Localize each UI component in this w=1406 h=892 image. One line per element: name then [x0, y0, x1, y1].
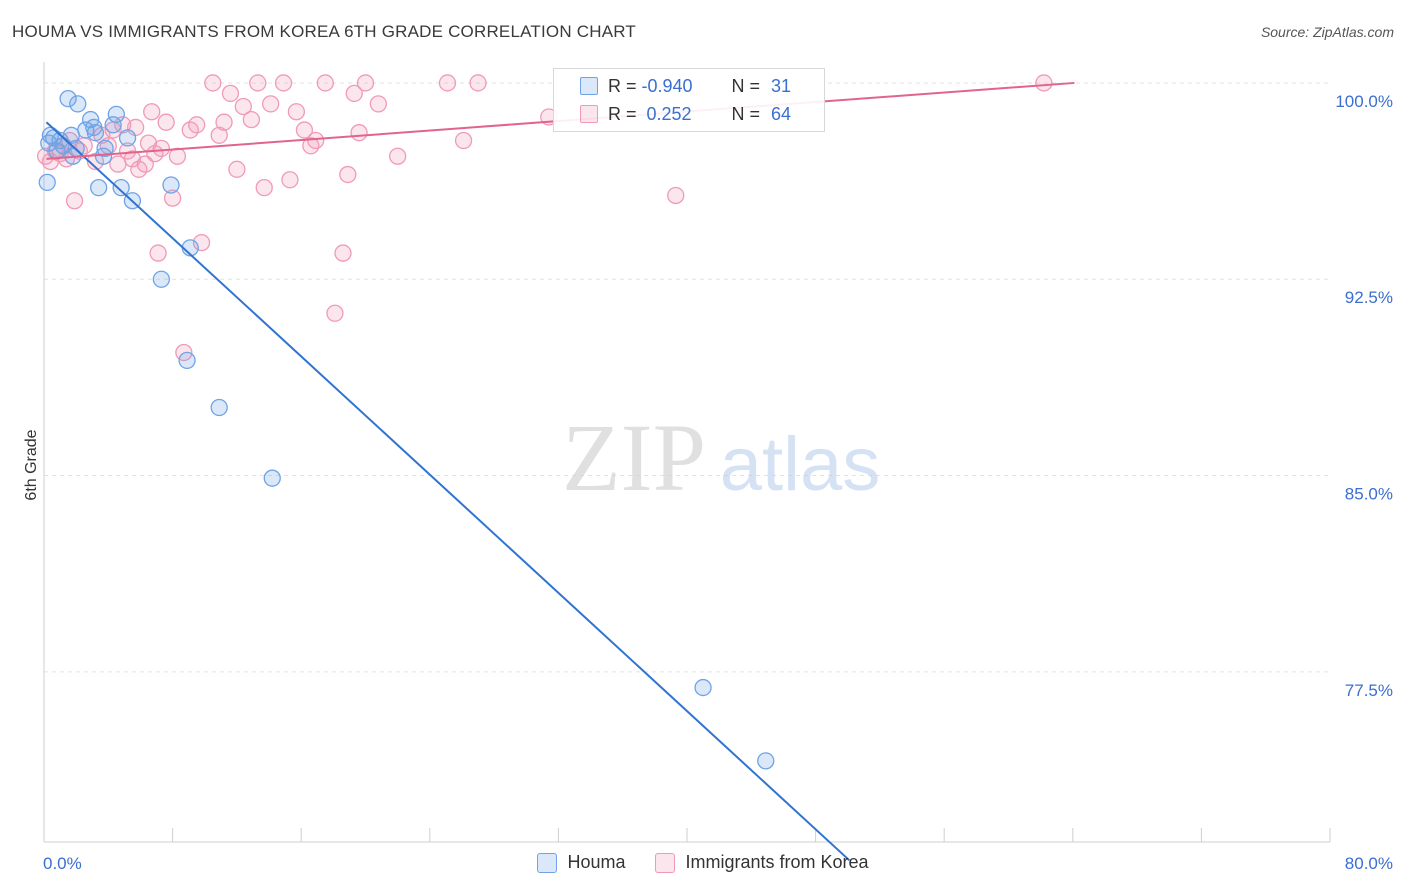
korea-point — [65, 192, 84, 210]
korea-point — [274, 74, 293, 92]
series-legend: Houma Immigrants from Korea — [0, 852, 1406, 873]
houma-point — [112, 178, 130, 197]
korea-point — [302, 137, 320, 155]
legend-r-label: R = — [608, 75, 642, 96]
korea-point — [228, 160, 246, 178]
legend-swatch-houma — [537, 852, 558, 873]
houma-point — [86, 124, 105, 142]
korea-point — [204, 74, 222, 92]
houma-point — [90, 178, 108, 197]
y-tick-label: 77.5% — [1345, 681, 1393, 700]
korea-point — [287, 103, 306, 121]
houma-point — [38, 173, 56, 192]
korea-point — [168, 147, 187, 165]
chart-title: HOUMA VS IMMIGRANTS FROM KOREA 6TH GRADE… — [12, 22, 636, 41]
y-axis-label: 6th Grade — [23, 429, 40, 500]
legend-n-label: N = — [731, 103, 766, 124]
houma-point — [104, 116, 122, 134]
korea-point — [316, 74, 334, 92]
korea-point — [255, 178, 273, 197]
houma-point — [152, 270, 170, 288]
y-tick-label: 100.0% — [1335, 92, 1393, 111]
legend-n-value: 64 — [771, 103, 792, 124]
legend-item-korea: Immigrants from Korea — [655, 852, 869, 873]
correlation-legend: R = -0.940 N = 31 R = 0.252 N = 64 — [553, 68, 825, 132]
legend-r-value: 0.252 — [641, 103, 692, 124]
legend-swatch-korea — [580, 105, 598, 123]
houma-point — [263, 469, 281, 487]
korea-point — [152, 139, 170, 158]
korea-point — [326, 304, 344, 322]
korea-point — [339, 165, 357, 184]
axes — [43, 62, 1331, 843]
x-tick-label-min: 0.0% — [43, 854, 82, 873]
trend-lines — [45, 81, 1075, 862]
korea-point — [149, 244, 167, 262]
korea-point — [350, 124, 368, 142]
houma-point — [107, 105, 125, 123]
korea-point — [234, 97, 252, 116]
houma-point — [51, 131, 69, 150]
korea-point — [249, 74, 267, 92]
korea-point — [157, 113, 175, 131]
legend-r-label: R = — [608, 103, 642, 124]
korea-point — [667, 186, 685, 205]
korea-point — [242, 110, 261, 129]
houma-point — [69, 95, 87, 113]
korea-point — [454, 131, 473, 150]
korea-point — [438, 74, 457, 92]
legend-n-value: 31 — [771, 75, 792, 96]
data-points — [36, 74, 1053, 770]
houma-point — [757, 752, 775, 770]
y-tick-label: 92.5% — [1345, 288, 1393, 307]
legend-row-korea: R = 0.252 N = 64 — [554, 100, 791, 128]
houma-trend-line — [45, 121, 851, 862]
houma-point — [59, 89, 77, 108]
houma-point — [210, 398, 228, 417]
korea-point — [114, 116, 132, 134]
korea-point — [123, 150, 142, 168]
houma-point — [41, 126, 60, 144]
korea-point — [143, 103, 161, 121]
legend-item-houma: Houma — [537, 852, 625, 873]
legend-label-korea: Immigrants from Korea — [685, 852, 869, 872]
legend-swatch-houma — [580, 77, 598, 95]
korea-point — [388, 147, 407, 165]
houma-point — [162, 176, 180, 194]
korea-point — [188, 116, 206, 134]
legend-swatch-korea — [655, 852, 676, 873]
korea-point — [210, 126, 228, 144]
houma-point — [96, 139, 114, 158]
houma-point — [178, 351, 196, 370]
legend-row-houma: R = -0.940 N = 31 — [554, 72, 791, 100]
korea-point — [356, 74, 375, 92]
korea-point — [163, 189, 182, 207]
legend-r-value: -0.940 — [641, 75, 693, 96]
y-tick-label: 85.0% — [1345, 485, 1393, 504]
korea-point — [469, 74, 487, 92]
korea-point — [369, 95, 388, 113]
korea-point — [295, 121, 314, 139]
legend-label-houma: Houma — [567, 852, 626, 872]
korea-point — [215, 113, 233, 131]
x-tick-label-max: 80.0% — [1345, 854, 1393, 873]
houma-point — [118, 129, 137, 147]
watermark-zip: ZIP — [562, 404, 706, 511]
korea-point — [334, 244, 352, 262]
houma-point — [694, 678, 712, 697]
legend-n-label: N = — [731, 75, 766, 96]
source-label: Source: ZipAtlas.com — [1260, 24, 1394, 40]
watermark-atlas: atlas — [720, 422, 881, 507]
korea-point — [262, 95, 280, 113]
korea-point — [307, 131, 325, 150]
korea-point — [1035, 74, 1053, 92]
korea-point — [221, 84, 240, 103]
tick-labels: 100.0% 92.5% 85.0% 77.5% 0.0% 80.0% — [43, 92, 1393, 873]
korea-point — [36, 147, 55, 165]
watermark: ZIP atlas — [562, 404, 880, 511]
korea-point — [281, 171, 299, 189]
korea-point — [192, 233, 211, 252]
korea-point — [345, 84, 363, 103]
